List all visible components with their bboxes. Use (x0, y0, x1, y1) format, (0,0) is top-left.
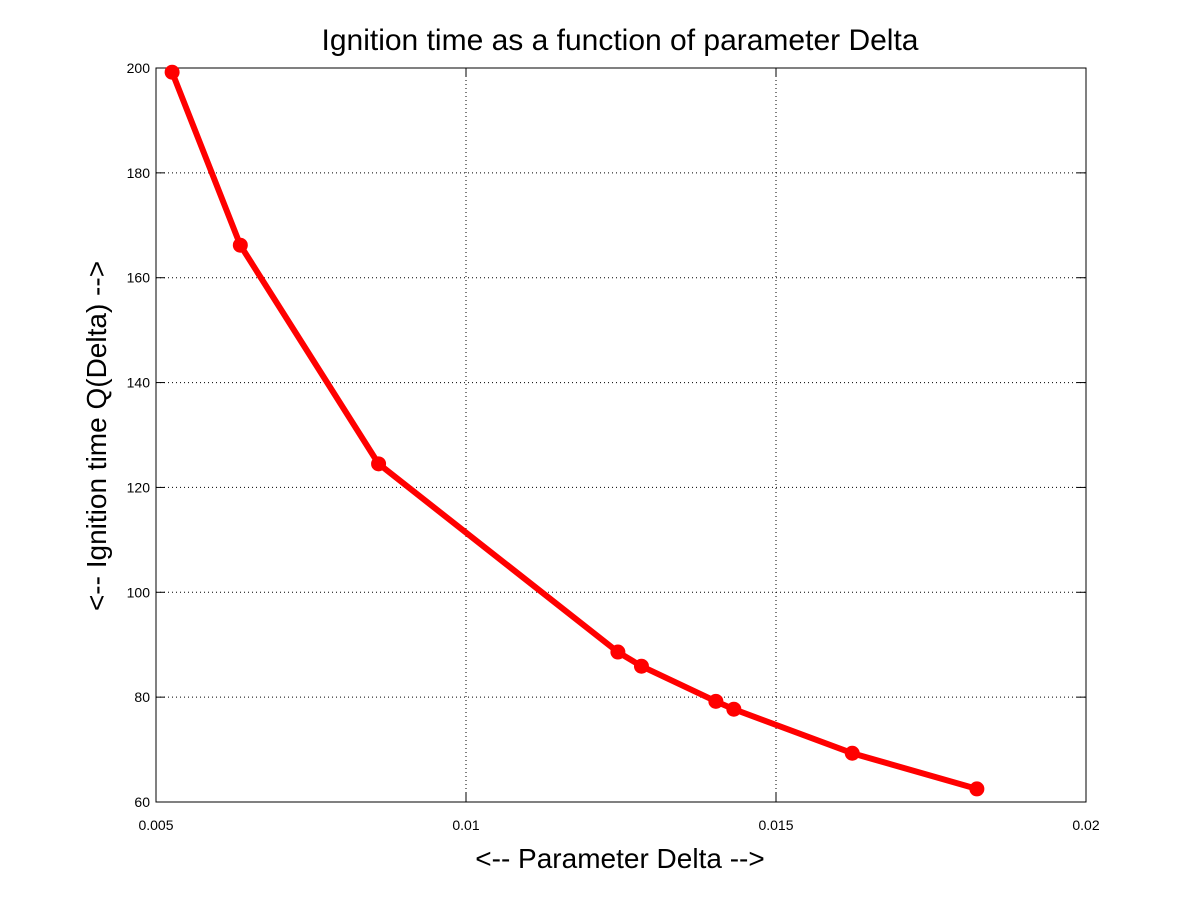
y-tick-label: 200 (127, 60, 151, 76)
y-axis-title: <-- Ignition time Q(Delta) --> (81, 261, 112, 611)
data-point (232, 237, 248, 253)
data-point (969, 781, 985, 797)
data-point (708, 693, 724, 709)
x-tick-label: 0.015 (758, 817, 793, 833)
y-tick-label: 140 (127, 375, 151, 391)
y-tick-label: 100 (127, 584, 151, 600)
x-tick-label: 0.01 (452, 817, 479, 833)
data-point (610, 644, 626, 660)
y-tick-label: 80 (134, 689, 150, 705)
x-tick-label: 0.02 (1072, 817, 1099, 833)
y-tick-label: 120 (127, 479, 151, 495)
data-point (844, 745, 860, 761)
x-tick-label: 0.005 (138, 817, 173, 833)
y-tick-label: 60 (134, 794, 150, 810)
data-point (164, 64, 180, 80)
tick-labels: 0.005 0.01 0.015 0.02 60 80 100 120 140 160 180 200 (127, 60, 1100, 833)
chart-title: Ignition time as a function of parameter… (322, 24, 919, 57)
data-markers (164, 64, 985, 797)
x-axis-title: <-- Parameter Delta --> (475, 843, 764, 874)
grid-lines (156, 68, 1086, 802)
y-tick-label: 160 (127, 270, 151, 286)
data-point (371, 456, 387, 472)
axes-box (155, 67, 1087, 803)
axis-ticks (155, 67, 1087, 803)
data-point (633, 658, 649, 674)
y-tick-label: 180 (127, 165, 151, 181)
data-point (726, 701, 742, 717)
